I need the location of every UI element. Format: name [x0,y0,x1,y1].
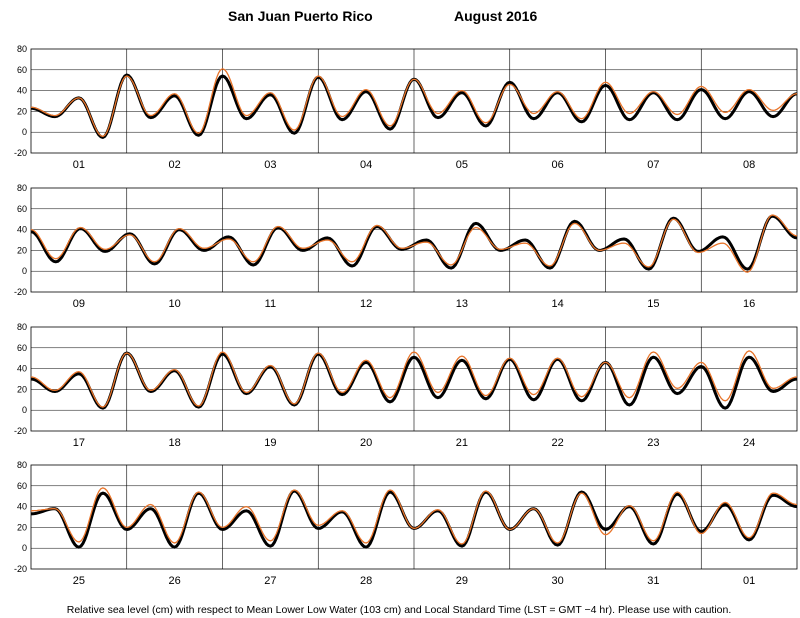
observed-series-line [31,351,797,410]
y-tick-label: 40 [17,225,27,235]
day-label: 14 [552,298,564,310]
day-label: 13 [456,298,468,310]
day-label: 22 [552,437,564,449]
day-label: 11 [265,298,276,310]
day-label: 30 [552,575,564,587]
y-tick-label: -20 [14,287,27,297]
y-tick-label: -20 [14,564,27,574]
day-label: 28 [360,575,372,587]
footer-note: Relative sea level (cm) with respect to … [67,604,732,616]
day-label: 26 [169,575,181,587]
y-tick-label: 40 [17,86,27,96]
y-tick-label: 80 [17,460,27,470]
day-label: 18 [169,437,181,449]
y-tick-label: 60 [17,343,27,353]
y-tick-label: 20 [17,522,27,532]
day-label: 03 [264,159,276,171]
y-tick-label: 0 [22,543,27,553]
y-tick-label: 40 [17,502,27,512]
y-tick-label: 20 [17,245,27,255]
day-label: 20 [360,437,372,449]
day-label: 01 [743,575,755,587]
y-tick-label: 80 [17,183,27,193]
y-tick-label: 0 [22,127,27,137]
y-tick-label: 60 [17,65,27,75]
y-tick-label: -20 [14,148,27,158]
day-label: 16 [743,298,755,310]
predicted-series-line [31,214,797,273]
chart-title-period: August 2016 [454,8,537,24]
day-label: 21 [456,437,468,449]
chart-title-location: San Juan Puerto Rico [228,8,373,24]
day-label: 01 [73,159,85,171]
day-label: 27 [264,575,276,587]
day-label: 17 [73,437,85,449]
panel-4: -20 0 20 40 60 80 25 26 27 28 29 30 31 01 [14,460,798,587]
panel-1: -20 0 20 40 60 80 01 02 03 04 05 06 07 08 [14,44,798,171]
panel-3: -20 0 20 40 60 80 17 18 19 20 21 22 23 24 [14,322,798,449]
day-label: 07 [647,159,659,171]
day-label: 15 [647,298,659,310]
day-label: 12 [360,298,372,310]
y-tick-label: 80 [17,322,27,332]
day-label: 09 [73,298,85,310]
predicted-series-line [31,350,797,408]
day-label: 08 [743,159,755,171]
day-label: 23 [647,437,659,449]
y-tick-label: 0 [22,266,27,276]
y-tick-label: 80 [17,44,27,54]
y-tick-label: 0 [22,405,27,415]
y-tick-label: 40 [17,364,27,374]
day-label: 24 [743,437,755,449]
day-label: 29 [456,575,468,587]
y-tick-label: -20 [14,426,27,436]
day-label: 25 [73,575,85,587]
day-label: 31 [647,575,659,587]
y-tick-label: 60 [17,481,27,491]
y-tick-label: 20 [17,384,27,394]
y-tick-label: 20 [17,106,27,116]
y-tick-label: 60 [17,204,27,214]
day-label: 05 [456,159,468,171]
day-label: 10 [169,298,181,310]
day-label: 19 [264,437,276,449]
day-label: 04 [360,159,372,171]
predicted-series-line [31,487,797,545]
day-label: 02 [169,159,181,171]
panel-2: -20 0 20 40 60 80 09 10 11 12 13 14 15 16 [14,183,798,310]
predicted-series-line [31,68,797,138]
day-label: 06 [552,159,564,171]
